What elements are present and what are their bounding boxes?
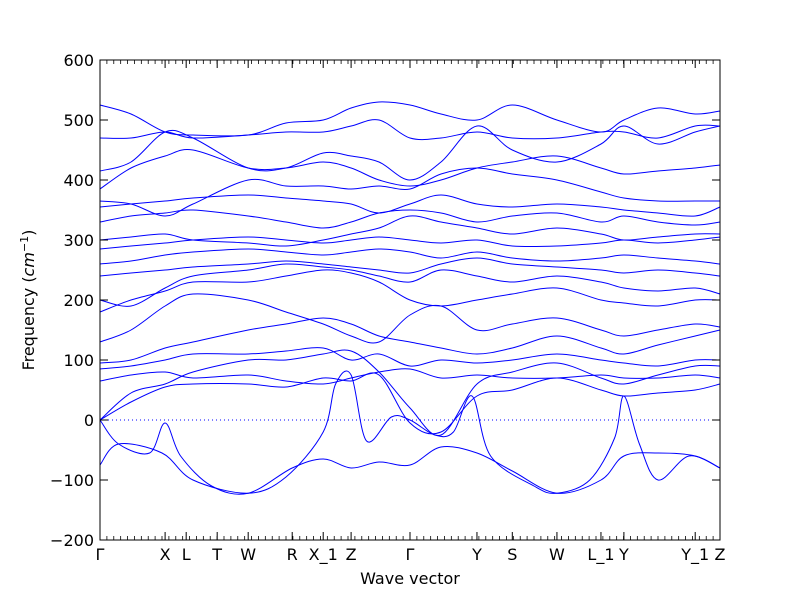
band-line <box>99 119 721 141</box>
y-tick-label: 400 <box>63 171 94 190</box>
x-tick-label: Γ <box>96 545 105 564</box>
x-tick-label: W <box>240 545 256 564</box>
band-line <box>99 215 721 247</box>
y-tick-label: 0 <box>84 411 94 430</box>
band-line <box>99 347 721 370</box>
x-tick-label: L_1 <box>587 545 614 565</box>
y-tick-label: 600 <box>63 51 94 70</box>
band-line <box>99 101 721 137</box>
y-axis-label-prefix: Frequency ( <box>19 276 38 370</box>
band-line <box>99 372 721 435</box>
x-tick-label: R <box>287 545 298 564</box>
x-tick-label: Y <box>471 545 482 564</box>
band-line <box>99 263 721 307</box>
y-axis-label-unit: cm <box>19 252 38 276</box>
x-axis-ticks: Γ X L T W R X_1 Z Γ Y S W L_1 Y Y_1 Z <box>96 60 726 565</box>
y-tick-label: 500 <box>63 111 94 130</box>
band-line <box>99 209 721 229</box>
band-line <box>99 419 721 495</box>
x-axis-label: Wave vector <box>360 569 460 588</box>
band-line <box>99 194 721 217</box>
x-tick-label: Z <box>715 545 726 564</box>
x-tick-label: Z <box>346 545 357 564</box>
x-tick-label: Y <box>618 545 629 564</box>
band-line <box>99 269 721 313</box>
x-tick-label: X_1 <box>309 545 338 565</box>
y-tick-label: 100 <box>63 351 94 370</box>
x-tick-label: L <box>182 545 191 564</box>
band-line <box>99 167 720 217</box>
y-tick-label: 200 <box>63 291 94 310</box>
y-tick-label: −100 <box>50 471 94 490</box>
band-line <box>99 349 721 436</box>
x-tick-label: S <box>507 545 517 564</box>
band-lines <box>99 101 721 495</box>
band-line <box>99 149 721 190</box>
band-line <box>99 248 721 265</box>
y-axis-label-suffix: ) <box>19 230 38 236</box>
x-tick-label: T <box>211 545 222 564</box>
y-tick-label: 300 <box>63 231 94 250</box>
y-tick-label: −200 <box>50 531 94 550</box>
x-tick-label: Γ <box>406 545 415 564</box>
x-tick-label: Y_1 <box>680 545 709 565</box>
y-axis-ticks: −200 −100 0 100 200 300 400 500 600 <box>50 51 720 550</box>
y-axis-label-exponent: −1 <box>18 236 31 252</box>
x-tick-label: W <box>549 545 565 564</box>
y-axis-label: Frequency (cm−1) <box>18 230 38 371</box>
x-tick-label: X <box>160 545 171 564</box>
band-line <box>99 257 721 277</box>
plot-frame <box>99 59 721 541</box>
band-line <box>99 293 721 344</box>
band-line <box>99 368 721 385</box>
band-line <box>99 317 721 364</box>
